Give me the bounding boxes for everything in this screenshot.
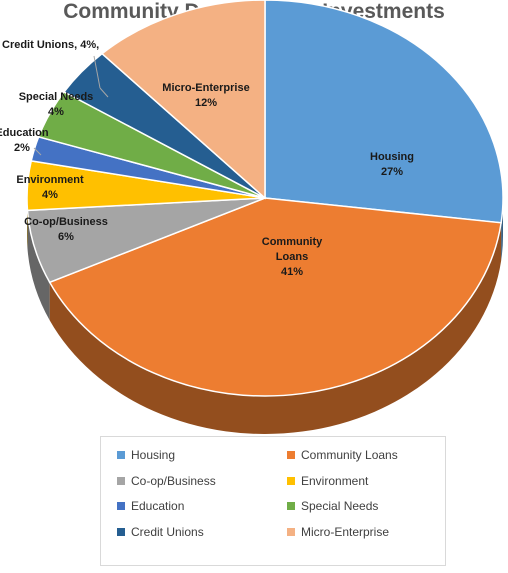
slice-label-line: 2% <box>14 142 30 154</box>
legend-label: Community Loans <box>301 448 398 462</box>
legend-swatch <box>287 528 295 536</box>
slice-label-education: Education 2% <box>0 127 49 154</box>
slice-label-line: Credit Unions, 4%, <box>2 39 99 51</box>
slice-label-line: Special Needs <box>19 91 94 103</box>
pie-slice-community-loans <box>48 197 502 397</box>
slice-label-line: Micro-Enterprise <box>162 82 249 94</box>
slice-label-credit-unions: Credit Unions, 4%, <box>2 39 99 51</box>
slice-label-line: Co-op/Business <box>24 216 108 228</box>
slice-label-community-loans: Community Loans 41% <box>262 236 323 278</box>
legend-swatch <box>117 451 125 459</box>
slice-label-line: 27% <box>381 166 403 178</box>
legend-label: Education <box>131 499 185 513</box>
legend-swatch <box>117 528 125 536</box>
leader-line <box>93 55 101 89</box>
slice-label-line: Community <box>262 236 323 248</box>
slice-label-line: Education <box>0 127 49 139</box>
slice-label-line: 6% <box>58 231 74 243</box>
slice-label-line: Housing <box>370 151 414 163</box>
leader-line <box>33 147 42 156</box>
legend-item-co-op-business: Co-op/Business <box>117 474 216 488</box>
slice-label-line: 41% <box>281 266 303 278</box>
pie-slice-micro-enterprise <box>100 0 266 200</box>
slice-label-line: 4% <box>42 189 58 201</box>
pie-side-community-loans <box>49 222 502 435</box>
legend-item-environment: Environment <box>287 474 368 488</box>
legend-item-housing: Housing <box>117 448 175 462</box>
slice-label-line: 4% <box>48 106 64 118</box>
legend-item-community-loans: Community Loans <box>287 448 398 462</box>
slice-label-line: Loans <box>276 251 308 263</box>
legend-label: Micro-Enterprise <box>301 525 390 539</box>
legend-swatch <box>117 502 125 510</box>
slice-label-housing: Housing 27% <box>370 151 414 178</box>
slice-label-line: 12% <box>195 97 217 109</box>
pie-top-group <box>26 0 504 397</box>
legend-label: Special Needs <box>301 499 379 513</box>
legend-swatch <box>117 477 125 485</box>
slice-label-co-op-business: Co-op/Business 6% <box>24 216 108 243</box>
legend-label: Co-op/Business <box>131 474 216 488</box>
legend-item-education: Education <box>117 499 184 513</box>
legend-item-credit-unions: Credit Unions <box>117 525 204 539</box>
legend-label: Environment <box>301 474 369 488</box>
slice-label-micro-enterprise: Micro-Enterprise 12% <box>162 82 249 109</box>
legend-swatch <box>287 477 295 485</box>
slice-labels: Housing 27% Community Loans 41% Co-op/Busines… <box>0 39 414 278</box>
legend: Housing Community Loans Co-op/Business Envi… <box>100 436 446 566</box>
legend-item-special-needs: Special Needs <box>287 499 378 513</box>
legend-swatch <box>287 502 295 510</box>
slice-label-environment: Environment 4% <box>16 174 84 201</box>
legend-label: Housing <box>131 448 176 462</box>
legend-swatch <box>287 451 295 459</box>
legend-label: Credit Unions <box>131 525 204 539</box>
pie-side-co-op-business <box>27 210 50 321</box>
slice-label-line: Environment <box>16 174 84 186</box>
pie-slice-housing <box>264 0 504 224</box>
legend-item-micro-enterprise: Micro-Enterprise <box>287 525 389 539</box>
slice-label-special-needs: Special Needs 4% <box>19 91 94 118</box>
leader-line <box>99 87 109 98</box>
